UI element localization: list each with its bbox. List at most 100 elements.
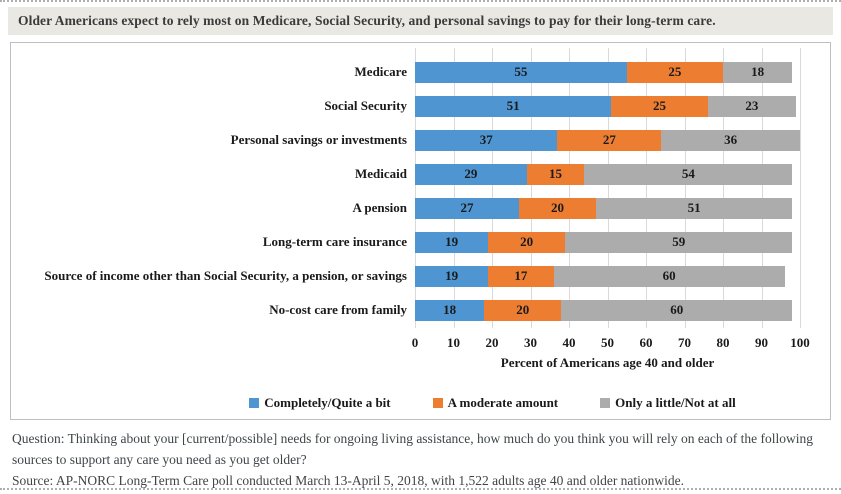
bar-segment: 51	[595, 197, 793, 219]
bar-value-label: 27	[460, 200, 474, 215]
chart-row: No-cost care from family 18 20 60	[11, 293, 830, 327]
gridline	[646, 48, 647, 328]
chart-row: Medicaid 29 15 54	[11, 157, 830, 191]
bar-value-label: 18	[443, 302, 457, 317]
bar-track: 18 20 60	[415, 299, 800, 321]
bar-value-label: 18	[751, 64, 765, 79]
gridline	[569, 48, 570, 328]
bar-segment: 18	[723, 61, 793, 83]
bottom-dotted-divider	[0, 488, 841, 490]
bar-value-label: 29	[464, 166, 478, 181]
legend-item: Only a little/Not at all	[600, 395, 736, 411]
gridline	[723, 48, 724, 328]
category-label: Long-term care insurance	[262, 234, 407, 249]
footer-source: Source: AP-NORC Long-Term Care poll cond…	[12, 472, 685, 488]
chart-legend: Completely/Quite a bit A moderate amount O…	[83, 395, 841, 411]
chart-plot-area: Medicare 55 25 18 Social Security 51 25 23 Perso…	[11, 48, 830, 328]
bar-segment: 19	[415, 265, 489, 287]
bar-track: 19 17 60	[415, 265, 800, 287]
bar-value-label: 37	[479, 132, 493, 147]
bar-value-label: 19	[445, 268, 459, 283]
x-axis-label: Percent of Americans age 40 and older	[500, 355, 715, 370]
bar-segment: 55	[415, 61, 627, 83]
bar-segment: 27	[557, 129, 662, 151]
bar-segment: 20	[488, 231, 566, 253]
gridline	[800, 48, 801, 328]
bar-segment: 20	[518, 197, 596, 219]
x-tick-label: 0	[411, 335, 419, 350]
bar-segment: 60	[561, 299, 793, 321]
gridline	[453, 48, 455, 328]
bar-segment: 19	[415, 231, 489, 253]
bar-value-label: 15	[549, 166, 563, 181]
bar-value-label: 19	[445, 234, 459, 249]
x-tick-label: 60	[639, 335, 653, 350]
bar-segment: 36	[661, 129, 800, 151]
chart-row: Medicare 55 25 18	[11, 55, 830, 89]
x-tick-label: 20	[485, 335, 499, 350]
bar-value-label: 60	[670, 302, 684, 317]
x-tick-label: 100	[790, 335, 810, 350]
bar-value-label: 54	[681, 166, 695, 181]
chart-row: A pension 27 20 51	[11, 191, 830, 225]
category-label: Source of income other than Social Secur…	[44, 268, 407, 283]
bar-value-label: 27	[602, 132, 616, 147]
bar-value-label: 60	[662, 268, 676, 283]
bar-segment: 23	[707, 95, 797, 117]
bar-value-label: 36	[724, 132, 738, 147]
bar-track: 37 27 36	[415, 129, 800, 151]
x-tick-label: 70	[678, 335, 691, 350]
bar-value-label: 20	[550, 200, 564, 215]
footer-question: Question: Thinking about your [current/p…	[12, 431, 813, 467]
legend-item: A moderate amount	[432, 395, 558, 411]
gridline	[415, 48, 416, 328]
bar-segment: 20	[484, 299, 562, 321]
chart-title-bar: Older Americans expect to rely most on M…	[8, 7, 833, 35]
gridline	[761, 48, 763, 328]
gridline	[684, 48, 686, 328]
chart-panel: Medicare 55 25 18 Social Security 51 25 23 Perso…	[10, 42, 831, 420]
chart-row: Long-term care insurance 19 20 59	[11, 225, 830, 259]
legend-swatch	[249, 398, 260, 408]
bar-track: 55 25 18	[415, 61, 800, 83]
bar-value-label: 25	[652, 98, 666, 113]
bar-segment: 25	[611, 95, 708, 117]
category-label: Medicaid	[355, 166, 407, 181]
category-label: No-cost care from family	[269, 302, 407, 317]
x-tick-label: 10	[447, 335, 460, 350]
gridlines	[415, 48, 801, 328]
bar-segment: 54	[584, 163, 793, 185]
bar-value-label: 59	[672, 234, 686, 249]
legend-label: Only a little/Not at all	[615, 395, 736, 410]
bar-segment: 27	[415, 197, 519, 219]
legend-swatch	[432, 398, 443, 408]
category-label: A pension	[352, 200, 407, 215]
chart-title: Older Americans expect to rely most on M…	[18, 13, 716, 28]
bar-segment: 17	[488, 265, 554, 287]
bar-value-label: 55	[514, 64, 528, 79]
gridline	[530, 48, 532, 328]
bar-value-label: 17	[514, 268, 528, 283]
legend-swatch	[600, 398, 611, 408]
bar-segment: 18	[415, 299, 485, 321]
bar-value-label: 51	[506, 98, 520, 113]
chart-row: Personal savings or investments 37 27 36	[11, 123, 830, 157]
bar-track: 29 15 54	[415, 163, 800, 185]
top-dotted-divider	[0, 0, 841, 2]
bar-track: 51 25 23	[415, 95, 800, 117]
legend-item: Completely/Quite a bit	[249, 395, 391, 411]
bar-segment: 60	[553, 265, 785, 287]
bar-segment: 29	[415, 163, 527, 185]
bar-segment: 59	[565, 231, 793, 253]
bar-value-label: 23	[745, 98, 759, 113]
x-tick-label: 30	[524, 335, 537, 350]
bar-segment: 25	[626, 61, 723, 83]
x-tick-label: 40	[562, 335, 576, 350]
category-label: Social Security	[324, 98, 407, 113]
chart-row: Social Security 51 25 23	[11, 89, 830, 123]
bar-value-label: 25	[668, 64, 682, 79]
gridline	[607, 48, 609, 328]
x-axis-ticks: 0 10 20 30 40 50 60 70 80 90 100	[411, 335, 810, 351]
x-tick-label: 90	[755, 335, 768, 350]
bar-value-label: 20	[520, 234, 534, 249]
